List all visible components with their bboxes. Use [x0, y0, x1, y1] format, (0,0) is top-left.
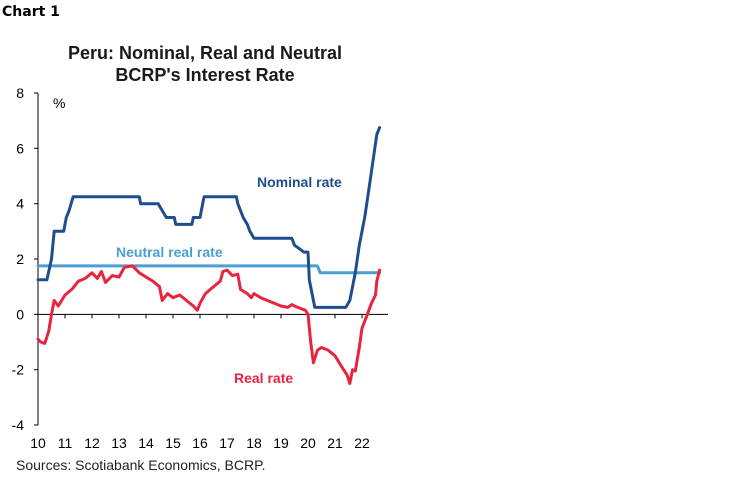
- y-tick-label: 6: [16, 140, 24, 156]
- chart-number-label: Chart 1: [2, 4, 60, 20]
- x-tick-label-16: 16: [192, 435, 208, 451]
- x-tick-label-10: 10: [30, 435, 46, 451]
- x-tick-label-19: 19: [273, 435, 289, 451]
- x-tick-label-21: 21: [327, 435, 343, 451]
- y-tick-label: 8: [16, 85, 24, 101]
- x-tick-label-17: 17: [219, 435, 235, 451]
- y-tick-label: -2: [12, 362, 25, 378]
- x-tick-label-11: 11: [58, 435, 73, 451]
- x-tick-label-12: 12: [84, 435, 100, 451]
- chart-title-line-2: BCRP's Interest Rate: [115, 65, 295, 85]
- y-tick-label: 4: [16, 196, 24, 212]
- y-tick-label: 0: [16, 306, 24, 322]
- neutral-rate-line: [36, 264, 382, 275]
- y-axis-unit: %: [53, 95, 65, 111]
- chart-title-line-1: Peru: Nominal, Real and Neutral: [67, 43, 343, 63]
- y-tick-label: 2: [16, 251, 24, 267]
- chart-title: Peru: Nominal, Real and Neutral BCRP's I…: [40, 42, 370, 86]
- x-tick-label-15: 15: [165, 435, 181, 451]
- real-rate-line: [36, 264, 382, 385]
- neutral-rate-annotation: Neutral real rate: [116, 244, 223, 260]
- real-rate-annotation: Real rate: [234, 370, 293, 386]
- series-lines: [36, 126, 382, 385]
- nominal-rate-line: [36, 126, 382, 309]
- x-tick-label-18: 18: [246, 435, 262, 451]
- y-tick-label: -4: [12, 417, 25, 433]
- nominal-rate-annotation: Nominal rate: [257, 174, 342, 190]
- source-note: Sources: Scotiabank Economics, BCRP.: [16, 457, 266, 473]
- y-axis: -4 -2 0 2 4 6 8%: [12, 85, 66, 433]
- x-axis: 10 11 12 13 14 15 16 17 18 19 20 21 22: [30, 313, 388, 451]
- x-tick-label-22: 22: [354, 435, 370, 451]
- annotations: Nominal rate Neutral real rate Real rate: [116, 174, 342, 386]
- x-tick-label-14: 14: [138, 435, 154, 451]
- x-tick-label-13: 13: [111, 435, 127, 451]
- x-tick-label-20: 20: [300, 435, 316, 451]
